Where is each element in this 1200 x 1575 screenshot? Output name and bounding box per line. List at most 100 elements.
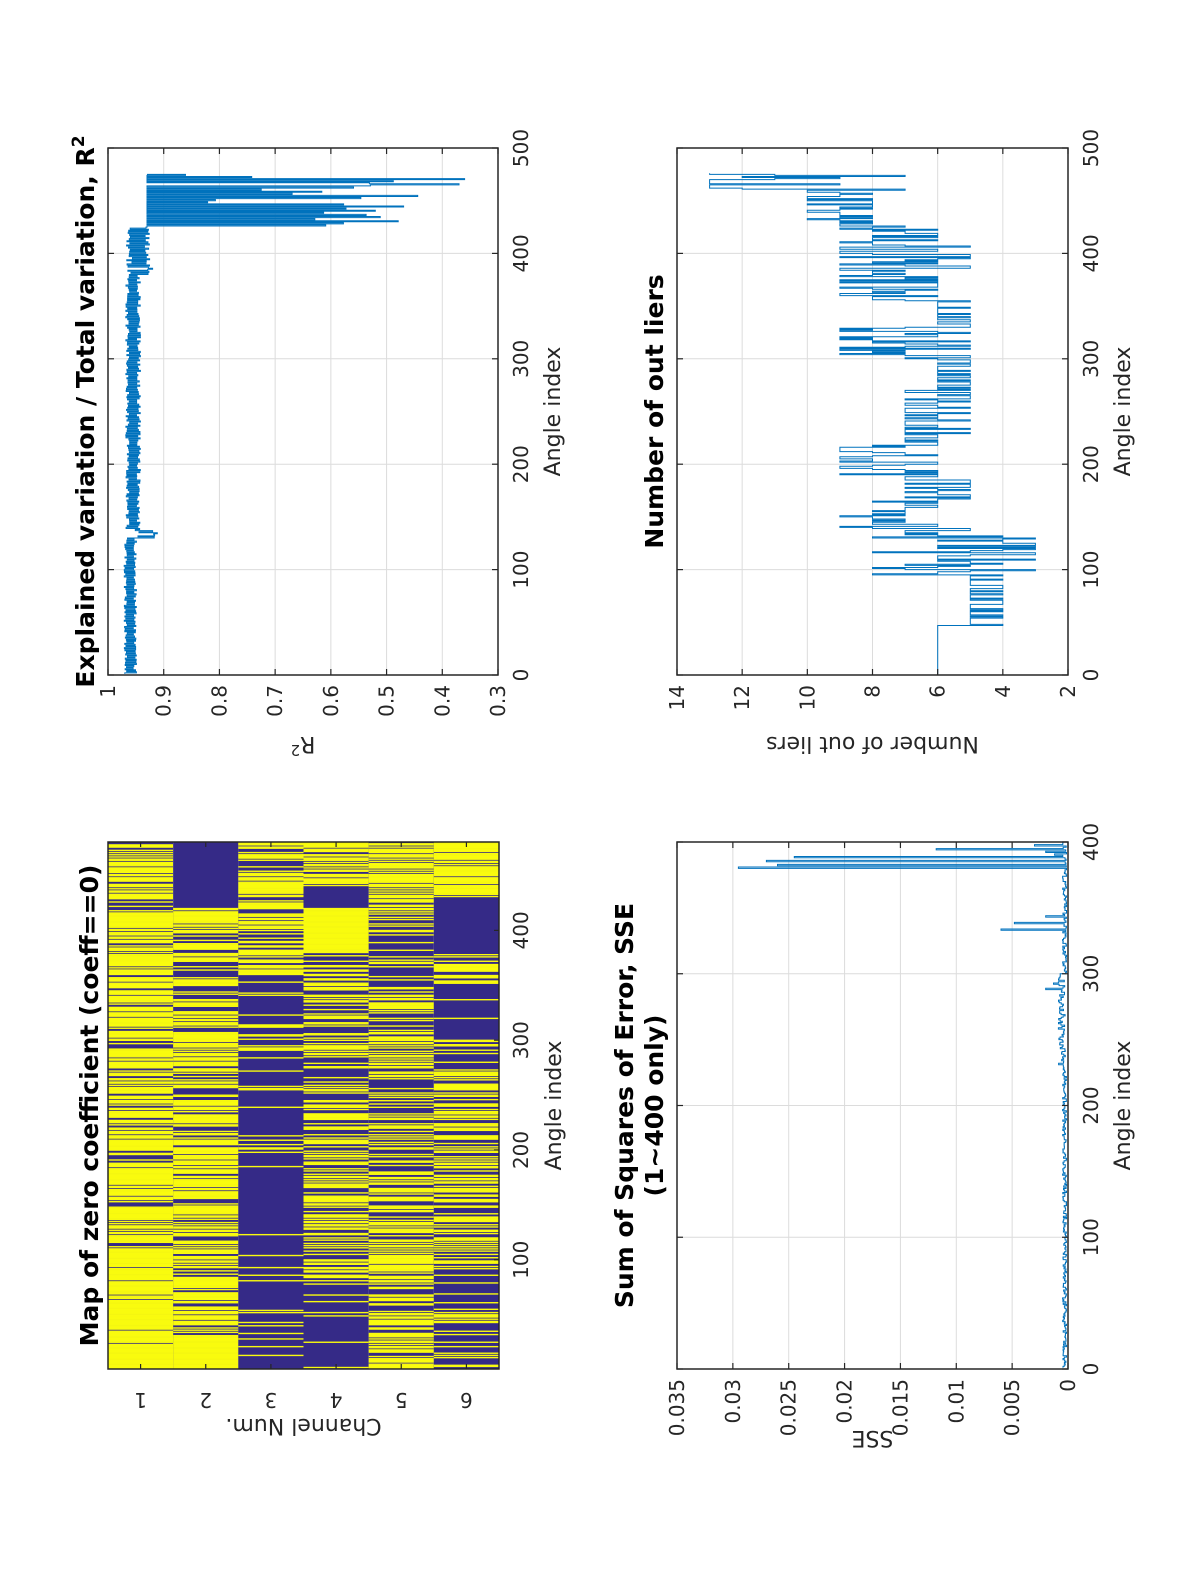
heatmap-cell [303, 1118, 369, 1121]
heatmap-cell [433, 1237, 499, 1239]
heatmap-cell [303, 1185, 369, 1188]
heatmap-cell [433, 1128, 499, 1130]
heatmap-cell [173, 1086, 239, 1089]
heatmap-cell [238, 964, 304, 967]
heatmap-cell [368, 1160, 434, 1162]
angle-tick-label: 100 [509, 551, 533, 589]
heatmap-cell [173, 1298, 239, 1301]
heatmap-cell [108, 1078, 174, 1080]
heatmap-cell [108, 905, 174, 908]
outliers-axes: 2 4 6 8 10 12 14 0 100 200 300 400 500 Angle index Num… [640, 129, 1136, 756]
heatmap-cell [303, 1206, 369, 1208]
heatmap-cell [173, 1351, 239, 1353]
x-axis-label: Angle index [541, 347, 566, 477]
heatmap-cell [108, 961, 174, 964]
heatmap-cell [433, 1039, 499, 1042]
heatmap-cell [368, 1005, 434, 1007]
heatmap-cell [368, 1222, 434, 1225]
heatmap-cell [368, 1117, 434, 1119]
heatmap-cell [173, 1342, 239, 1345]
heatmap-cell [433, 869, 499, 871]
heatmap-cell [303, 1267, 369, 1270]
heatmap-cell [173, 1188, 239, 1191]
heatmap-cell [173, 1313, 239, 1315]
heatmap-cell [108, 1262, 174, 1264]
angle-tick-label: 500 [1079, 129, 1103, 167]
chart-title: Sum of Squares of Error, SSE [610, 903, 639, 1308]
heatmap-cell [173, 912, 239, 914]
heatmap-cell [108, 1159, 174, 1161]
heatmap-cell [108, 992, 174, 994]
heatmap-cell [173, 1282, 239, 1284]
zero-map-axes: 1 2 3 4 5 6 100 200 300 400 Angle index Channel Num… [75, 841, 567, 1438]
heatmap-cell [108, 880, 174, 882]
heatmap-cell [173, 1277, 239, 1280]
heatmap-cell [303, 1263, 369, 1265]
heatmap-cell [173, 1094, 239, 1096]
heatmap-cell [173, 1050, 239, 1053]
heatmap-cell [433, 1162, 499, 1164]
heatmap-cell [368, 1060, 434, 1062]
heatmap-cell [108, 1124, 174, 1126]
heatmap-cell [108, 1183, 174, 1185]
r-squared-axes: 0.3 0.4 0.5 0.6 0.7 0.8 0.9 1 0 100 200 300 400 500 An… [69, 129, 566, 759]
angle-tick-label: 0 [1079, 669, 1103, 682]
heatmap-cell [433, 1124, 499, 1126]
heatmap-cell [303, 1250, 369, 1252]
heatmap-cell [433, 1151, 499, 1154]
heatmap-cell [173, 939, 239, 942]
heatmap-cell [368, 1193, 434, 1195]
heatmap-cell [368, 877, 434, 879]
heatmap-cell [108, 1175, 174, 1178]
heatmap-cell [368, 1094, 434, 1096]
heatmap-cell [173, 1044, 239, 1046]
heatmap-cell [108, 1120, 174, 1123]
heatmap-cell [108, 871, 174, 874]
heatmap-cell [108, 1007, 174, 1010]
heatmap-cell [108, 1286, 174, 1289]
heatmap-cell [108, 1054, 174, 1057]
heatmap-cell [173, 1195, 239, 1197]
heatmap-cell [433, 1104, 499, 1106]
heatmap-cell [173, 1230, 239, 1233]
heatmap-cell [433, 877, 499, 879]
heatmap-cell [108, 1213, 174, 1215]
heatmap-cell [238, 883, 304, 886]
heatmap-cell [173, 1147, 239, 1149]
heatmap-cell [108, 1107, 174, 1110]
heatmap-cell [238, 992, 304, 994]
value-tick-label: 14 [665, 685, 689, 710]
heatmap-cell [303, 884, 369, 887]
heatmap-cell [303, 1253, 369, 1256]
heatmap-cell [433, 1166, 499, 1169]
heatmap-cell [108, 1217, 174, 1219]
heatmap-cell [108, 1100, 174, 1102]
heatmap-cell [173, 1348, 239, 1350]
heatmap-cell [108, 1062, 174, 1065]
heatmap-cell [368, 1336, 434, 1338]
heatmap-cell [173, 1118, 239, 1121]
heatmap-cell [173, 1143, 239, 1146]
heatmap-cell [108, 1053, 174, 1056]
heatmap-cell [108, 1259, 174, 1261]
heatmap-cell [173, 1156, 239, 1158]
heatmap-cell [238, 1135, 304, 1137]
heatmap-cell [433, 1321, 499, 1324]
plot-frame [107, 147, 499, 676]
heatmap-cell [238, 1332, 304, 1335]
heatmap-cell [303, 964, 369, 967]
heatmap-cell [108, 1278, 174, 1281]
heatmap-cell [303, 1181, 369, 1183]
heatmap-cell [108, 854, 174, 856]
heatmap-cell [238, 926, 304, 928]
heatmap-cell [173, 1252, 239, 1255]
heatmap-cell [173, 1235, 239, 1237]
heatmap-cell [108, 1322, 174, 1325]
heatmap-cell [108, 1320, 174, 1323]
heatmap-cell [368, 930, 434, 933]
angle-tick-label: 100 [1079, 1218, 1103, 1256]
heatmap-cell [433, 850, 499, 853]
heatmap-cell [238, 1254, 304, 1257]
title-superscript: 2 [69, 135, 89, 147]
heatmap-cell [368, 1176, 434, 1179]
